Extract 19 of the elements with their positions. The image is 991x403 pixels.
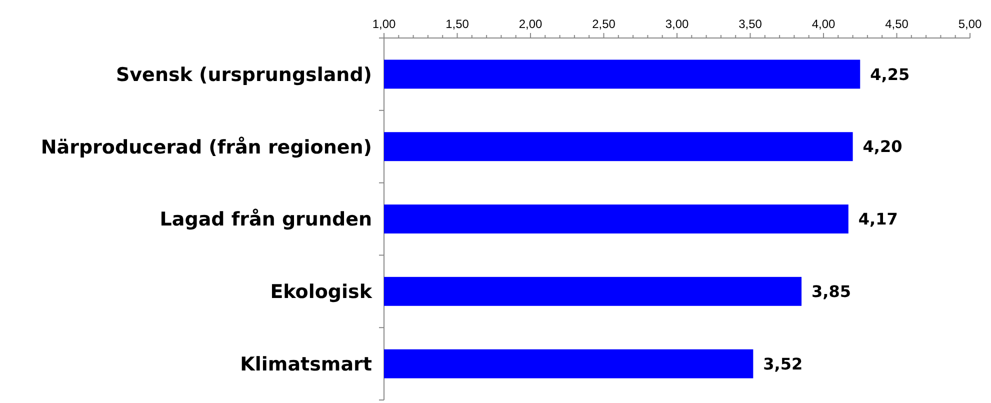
data-label: 3,52 [763,354,803,374]
y-tick-label: Svensk (ursprungsland) [116,64,372,86]
data-label: 3,85 [812,282,852,301]
y-tick-label: Närproducerad (från regionen) [40,136,372,158]
y-tick-label: Ekologisk [270,281,372,304]
x-tick-label: 1,00 [372,17,396,31]
x-tick-label: 4,00 [812,17,836,31]
x-tick-label: 3,50 [738,17,762,31]
x-tick-label: 2,50 [592,17,616,31]
data-label: 4,25 [870,64,910,84]
y-tick-label: Lagad från grunden [160,208,372,231]
x-tick-label: 5,00 [958,17,982,31]
data-label: 4,20 [862,137,902,156]
x-tick-label: 2,00 [518,17,542,31]
x-tick-label: 1,50 [446,17,470,31]
y-tick-label: Klimatsmart [240,353,372,376]
x-tick-label: 3,00 [665,17,689,31]
x-tick-label: 4,50 [885,17,909,31]
data-label: 4,17 [858,210,898,229]
